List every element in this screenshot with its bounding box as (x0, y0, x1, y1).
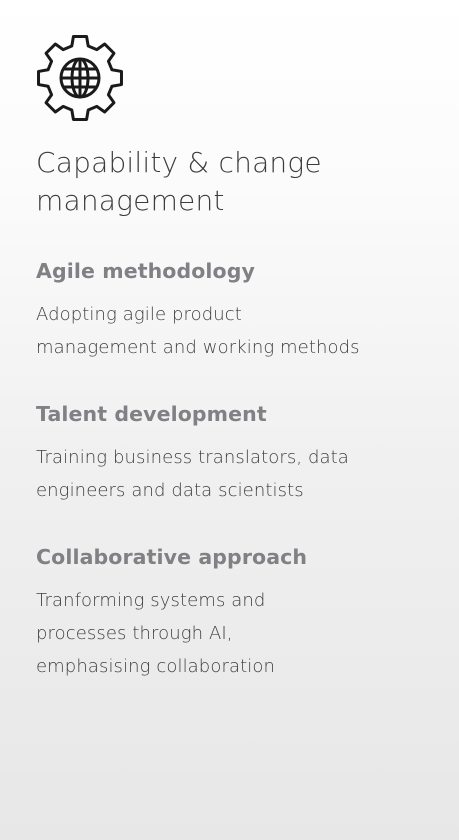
section-talent-development: Talent development Training business tra… (36, 399, 436, 507)
section-heading: Talent development (36, 402, 267, 426)
section-body: Training business translators, data engi… (36, 447, 349, 501)
section-body: Tranforming systems and processes throug… (36, 590, 275, 677)
gear-globe-icon (34, 32, 126, 124)
section-heading: Collaborative approach (36, 545, 308, 569)
card-title: Capability & change management (36, 146, 322, 217)
section-collaborative-approach: Collaborative approach Tranforming syste… (36, 542, 436, 683)
section-agile-methodology: Agile methodology Adopting agile product… (36, 256, 436, 364)
section-body: Adopting agile product management and wo… (36, 304, 360, 358)
section-heading: Agile methodology (36, 259, 255, 283)
